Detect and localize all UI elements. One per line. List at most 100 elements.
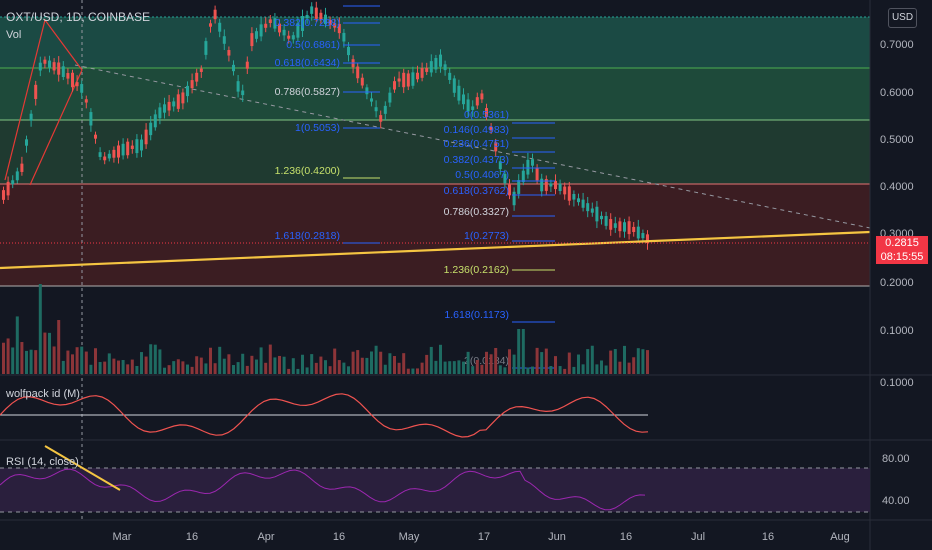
fib-right-label-0: 0(0.5361) [464, 109, 509, 121]
volume-bar [75, 347, 79, 374]
rsi-indicator-label[interactable]: RSI (14, close) [6, 456, 79, 468]
volume-bar [351, 351, 355, 374]
candle-body [618, 221, 622, 232]
candle-body [342, 32, 346, 42]
volume-bar [140, 352, 143, 374]
fib-band-3 [0, 120, 870, 184]
fib-left-tool[interactable] [343, 5, 380, 244]
volume-bar [485, 351, 488, 374]
volume-bar [508, 349, 511, 374]
volume-bar [130, 359, 134, 374]
volume-bar [273, 357, 277, 374]
fib-right-label-5: 0.618(0.3762) [444, 185, 509, 197]
volume-bar [641, 349, 645, 374]
candle-body [388, 92, 392, 103]
volume-bar [107, 353, 111, 374]
currency-button[interactable]: USD [888, 8, 917, 28]
volume-bar [360, 357, 364, 374]
time-label-5: 17 [478, 531, 490, 543]
candle-body [443, 64, 447, 71]
candle-body [397, 78, 401, 82]
candle-body [498, 161, 502, 170]
fib-right-label-4: 0.5(0.4067) [455, 169, 509, 181]
candle-body [236, 81, 240, 92]
candle-body [190, 80, 194, 89]
candle-body [94, 134, 97, 139]
wolfpack-indicator-label[interactable]: wolfpack id (M) [6, 388, 80, 400]
volume-bar [264, 362, 268, 374]
volume-bar [402, 353, 406, 374]
support-trendline[interactable] [0, 230, 871, 270]
candle-body [291, 35, 295, 40]
candle-body [623, 222, 626, 232]
fib-left-label-5: 1.236(0.4200) [275, 165, 340, 177]
candle-body [167, 101, 171, 111]
candle-body [213, 9, 217, 20]
candle-body [255, 31, 258, 39]
volume-bar [25, 350, 28, 374]
volume-bar [319, 356, 323, 374]
time-label-9: 16 [762, 531, 774, 543]
candle-body [75, 82, 79, 87]
candle-body [268, 19, 272, 24]
price-axis-label-5: 0.2000 [880, 277, 914, 289]
candle-body [158, 107, 162, 119]
volume-bar [15, 316, 19, 374]
volume-indicator-label[interactable]: Vol [6, 29, 22, 41]
volume-bar [167, 365, 171, 374]
candle-body [98, 152, 102, 157]
volume-bar [586, 349, 590, 374]
candle-body [425, 67, 429, 72]
volume-bar [521, 329, 525, 374]
volume-bars [2, 284, 649, 374]
candle-body [494, 142, 498, 152]
candle-body [126, 141, 130, 156]
candle-body [121, 143, 125, 156]
volume-bar [480, 364, 484, 374]
triangle-drawing[interactable] [4, 18, 83, 186]
volume-bar [475, 359, 479, 374]
candle-body [103, 156, 107, 161]
rsi-trendline[interactable] [44, 445, 121, 491]
volume-bar [255, 359, 258, 374]
volume-bar [291, 358, 295, 374]
volume-bar [250, 355, 254, 374]
volume-bar [526, 367, 530, 374]
candle-body [416, 72, 419, 80]
volume-bar [43, 332, 47, 374]
volume-bar [11, 347, 15, 374]
candle-body [112, 149, 116, 158]
volume-bar [457, 360, 461, 374]
volume-bar [406, 368, 410, 374]
volume-bar [259, 347, 263, 374]
volume-bar [370, 351, 373, 374]
volume-bar [268, 344, 272, 374]
volume-bar [296, 368, 300, 374]
volume-bar [98, 362, 102, 374]
candle-body [163, 104, 166, 113]
volume-bar [558, 366, 562, 374]
volume-bar [512, 354, 516, 374]
volume-bar [590, 345, 594, 374]
candle-body [646, 234, 649, 243]
volume-bar [498, 365, 502, 374]
candle-body [448, 72, 452, 80]
volume-bar [2, 342, 5, 374]
candle-body [218, 22, 222, 32]
candle-body [273, 18, 277, 29]
candle-body [130, 145, 134, 149]
candle-body [153, 114, 157, 128]
volume-bar [61, 360, 65, 374]
candle-body [314, 7, 318, 19]
candle-body [222, 36, 226, 44]
volume-bar [544, 348, 548, 374]
candle-body [172, 101, 176, 107]
candle-body [406, 73, 410, 87]
volume-bar [448, 361, 452, 374]
volume-bar [503, 367, 507, 374]
volume-bar [425, 354, 429, 374]
symbol-title[interactable]: OXT/USD, 1D, COINBASE [6, 10, 151, 24]
volume-bar [549, 366, 553, 374]
volume-bar [126, 364, 130, 374]
